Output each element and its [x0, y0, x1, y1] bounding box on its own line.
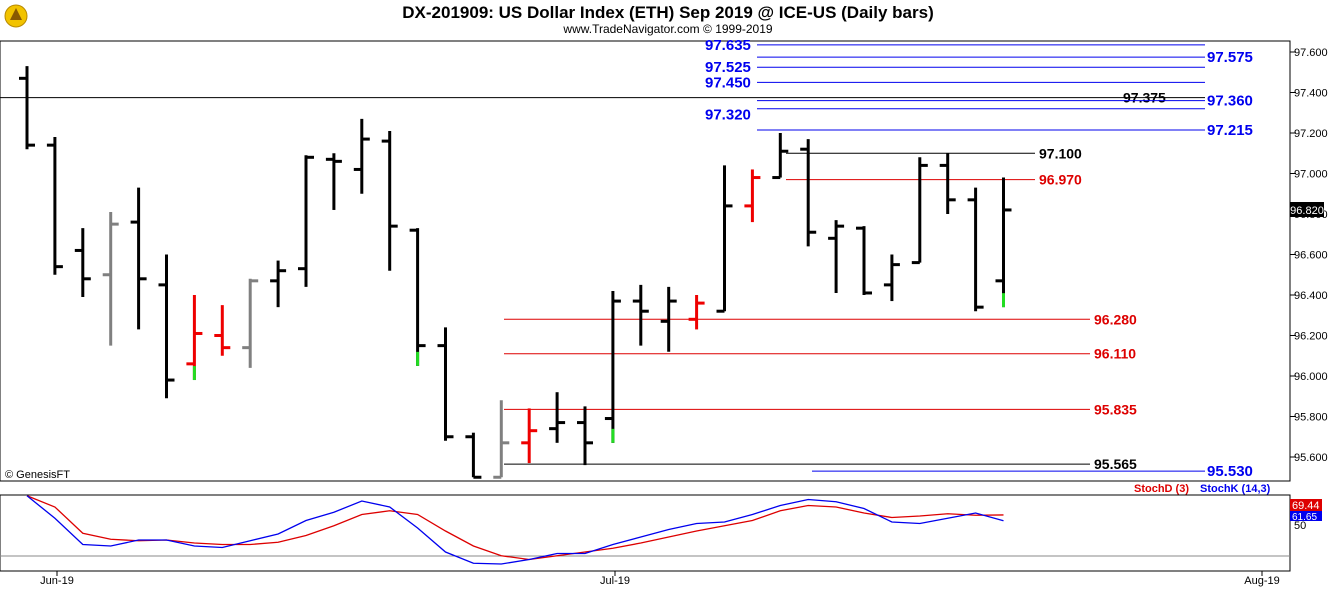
ohlc-bar: [214, 305, 231, 356]
level-label: 97.100: [1039, 145, 1082, 161]
level-label: 96.970: [1039, 172, 1082, 188]
y-tick-label: 96.000: [1294, 371, 1328, 383]
ohlc-bar: [716, 165, 733, 313]
ohlc-bar: [828, 220, 845, 293]
stoch-panel: [0, 494, 1291, 572]
watermark: © GenesisFT: [5, 469, 70, 481]
stochk-last-tag: [1290, 511, 1322, 521]
y-tick-label: 95.800: [1294, 412, 1328, 424]
level-label: 95.835: [1094, 401, 1137, 417]
level-label: 97.450: [705, 74, 751, 91]
ohlc-bar: [772, 133, 789, 180]
legend-stochk: StochK (14,3): [1200, 483, 1271, 495]
ohlc-bar: [744, 169, 761, 223]
ohlc-bar: [130, 187, 147, 330]
stoch-line: [26, 495, 1004, 565]
level-label: 95.530: [1207, 463, 1253, 480]
level-label: 97.525: [705, 59, 751, 76]
level-label: 97.635: [705, 37, 751, 54]
ohlc-bar: [325, 153, 342, 210]
y-tick-label: 96.600: [1294, 250, 1328, 262]
level-label: 96.110: [1094, 346, 1136, 362]
y-tick-label: 96.200: [1294, 331, 1328, 343]
stoch-tick-50: 50: [1294, 520, 1306, 532]
last-price-tag: 96.820: [1290, 202, 1324, 217]
price-panel: [0, 40, 1291, 482]
ohlc-bar: [521, 408, 538, 464]
x-tick-label: Jun-19: [40, 575, 74, 587]
ohlc-bar: [353, 118, 370, 194]
stoch-line: [26, 495, 1004, 561]
ohlc-bar: [19, 66, 35, 150]
ohlc-bar: [577, 406, 593, 466]
level-label: 97.375: [1123, 90, 1166, 106]
ohlc-bars: [19, 66, 1012, 479]
ohlc-bar: [911, 157, 928, 265]
ohlc-bar: [688, 295, 705, 330]
ohlc-bar: [242, 278, 259, 368]
ohlc-bar: [158, 254, 175, 399]
ohlc-bar: [632, 284, 649, 346]
ohlc-bar: [465, 432, 482, 479]
ohlc-bar: [409, 228, 426, 366]
ohlc-bar: [967, 187, 984, 312]
logo-icon: [4, 4, 28, 28]
ohlc-bar: [883, 254, 900, 302]
legend-stochd: StochD (3): [1134, 483, 1189, 495]
ohlc-bar: [604, 290, 621, 443]
price-axis: 97.60097.40097.20097.00096.80096.60096.4…: [1290, 47, 1328, 464]
x-axis: Jun-19 Jul-19 Aug-19: [40, 571, 1280, 587]
y-tick-label: 97.400: [1294, 88, 1328, 100]
level-label: 96.280: [1094, 311, 1137, 327]
ohlc-bar: [939, 153, 956, 214]
chart-subtitle: www.TradeNavigator.com © 1999-2019: [562, 22, 772, 36]
y-tick-label: 95.600: [1294, 452, 1328, 464]
level-label: 95.565: [1094, 456, 1137, 472]
stochd-last-value: 69.44: [1292, 500, 1320, 512]
ohlc-bar: [298, 155, 314, 287]
level-label: 97.215: [1207, 122, 1253, 139]
y-tick-label: 97.000: [1294, 169, 1328, 181]
ohlc-bar: [186, 295, 203, 381]
stoch-lines: [26, 495, 1004, 565]
stochd-last-tag: [1290, 499, 1322, 511]
level-label: 97.320: [705, 107, 751, 124]
y-tick-label: 97.600: [1294, 47, 1328, 59]
chart-title: DX-201909: US Dollar Index (ETH) Sep 201…: [402, 3, 933, 22]
level-label: 97.575: [1207, 49, 1253, 66]
ohlc-bar: [381, 130, 398, 271]
ohlc-bar: [46, 137, 63, 275]
y-tick-label: 96.400: [1294, 290, 1328, 302]
stochk-last-value: 61.65: [1292, 512, 1317, 523]
last-price-label: 96.820: [1290, 205, 1324, 217]
ohlc-bar: [856, 226, 872, 295]
x-tick-label: Jul-19: [600, 575, 630, 587]
ohlc-bar: [800, 139, 817, 247]
ohlc-bar: [995, 177, 1012, 308]
ohlc-bar: [437, 327, 454, 441]
ohlc-bar: [549, 392, 566, 443]
ohlc-bar: [493, 400, 510, 479]
ohlc-bar: [102, 211, 119, 346]
y-tick-label: 97.200: [1294, 128, 1328, 140]
ohlc-bar: [660, 286, 677, 352]
ohlc-bar: [74, 228, 91, 298]
level-label: 97.360: [1207, 93, 1253, 110]
x-tick-label: Aug-19: [1244, 575, 1279, 587]
ohlc-bar: [270, 260, 287, 308]
